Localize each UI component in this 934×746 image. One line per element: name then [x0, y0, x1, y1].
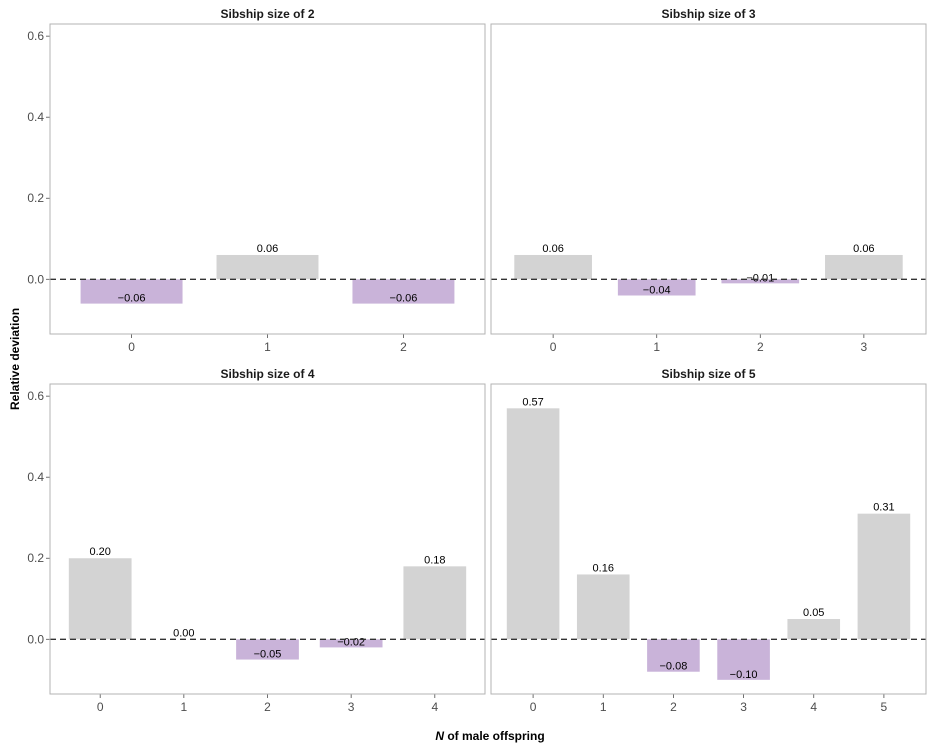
- panel-4: Sibship size of 5 0.57 0 0.16 1 −0.08 2 −0.10 3 0…: [490, 367, 927, 714]
- bar: [576, 574, 630, 640]
- x-tick-label: 0: [128, 340, 135, 354]
- panel-1: Sibship size of 2 0.0 0.2 0.4 0.6 −0.06 0 0.06 1…: [27, 7, 486, 354]
- bar: [506, 408, 560, 640]
- x-tick-label: 2: [757, 340, 764, 354]
- bar-data-label: −0.01: [746, 272, 774, 284]
- y-tick-label: 0.0: [27, 632, 44, 646]
- bar: [857, 513, 911, 640]
- bar-data-label: −0.06: [118, 293, 146, 305]
- bar: [236, 639, 299, 660]
- bar-data-label: 0.00: [173, 627, 194, 639]
- panel-2: Sibship size of 3 0.06 0 −0.04 1 −0.01 2 0.06 3: [490, 7, 927, 354]
- x-axis-title-variable: N: [435, 729, 444, 743]
- bar: [216, 254, 319, 280]
- bar-data-label: 0.06: [853, 243, 874, 255]
- chart-panels: Sibship size of 2 0.0 0.2 0.4 0.6 −0.06 0 0.06 1…: [27, 7, 927, 714]
- panel-title: Sibship size of 2: [220, 7, 314, 21]
- panel-title: Sibship size of 5: [661, 367, 755, 381]
- panel-border: [49, 383, 486, 695]
- panel-border: [490, 23, 927, 335]
- bar-data-label: −0.08: [659, 661, 687, 673]
- bar-data-label: 0.18: [424, 554, 445, 566]
- bar: [721, 279, 800, 284]
- bar: [319, 639, 383, 648]
- x-tick-label: 1: [653, 340, 660, 354]
- bar: [514, 254, 592, 280]
- bar-data-label: −0.04: [643, 285, 671, 297]
- bar-data-label: 0.05: [803, 607, 824, 619]
- x-tick-label: 2: [400, 340, 407, 354]
- bar-data-label: −0.10: [730, 669, 758, 681]
- bar-data-label: −0.05: [254, 649, 282, 661]
- y-axis-title: Relative deviation: [8, 308, 22, 410]
- x-tick-label: 4: [431, 700, 438, 714]
- x-tick-label: 1: [264, 340, 271, 354]
- x-tick-label: 3: [348, 700, 355, 714]
- bar: [787, 619, 841, 640]
- bar-data-label: 0.31: [873, 502, 894, 514]
- x-tick-label: 1: [181, 700, 188, 714]
- x-tick-label: 0: [530, 700, 537, 714]
- y-tick-label: 0.0: [27, 272, 44, 286]
- x-axis-title-rest: of male offspring: [444, 729, 545, 743]
- bar-data-label: 0.06: [257, 243, 278, 255]
- bar-data-label: 0.20: [89, 546, 110, 558]
- panel-border: [49, 23, 486, 335]
- x-tick-label: 4: [810, 700, 817, 714]
- bar-data-label: −0.06: [390, 293, 418, 305]
- x-tick-label: 1: [600, 700, 607, 714]
- y-tick-label: 0.2: [27, 191, 44, 205]
- y-tick-label: 0.4: [27, 470, 44, 484]
- x-axis-title: N of male offspring: [435, 729, 544, 743]
- x-tick-label: 0: [97, 700, 104, 714]
- bar-data-label: −0.02: [337, 636, 365, 648]
- x-tick-label: 3: [740, 700, 747, 714]
- x-tick-label: 3: [861, 340, 868, 354]
- bar: [825, 254, 903, 280]
- x-tick-label: 2: [264, 700, 271, 714]
- bar: [80, 279, 183, 304]
- bar-data-label: 0.16: [593, 562, 614, 574]
- bar: [68, 558, 132, 640]
- panel-title: Sibship size of 4: [220, 367, 314, 381]
- y-tick-label: 0.6: [27, 389, 44, 403]
- bar: [647, 639, 700, 672]
- bar: [717, 639, 770, 680]
- bar-data-label: 0.57: [522, 396, 543, 408]
- y-tick-label: 0.2: [27, 551, 44, 565]
- panel-border: [490, 383, 927, 695]
- bar: [352, 279, 455, 304]
- bar: [403, 566, 467, 640]
- panel-title: Sibship size of 3: [661, 7, 755, 21]
- x-tick-label: 0: [550, 340, 557, 354]
- x-tick-label: 2: [670, 700, 677, 714]
- x-tick-label: 5: [881, 700, 888, 714]
- y-tick-label: 0.4: [27, 110, 44, 124]
- y-tick-label: 0.6: [27, 29, 44, 43]
- panel-3: Sibship size of 4 0.0 0.2 0.4 0.6 0.20 0 0.00 1 −…: [27, 367, 486, 714]
- bar: [617, 279, 696, 296]
- bar-data-label: 0.06: [542, 243, 563, 255]
